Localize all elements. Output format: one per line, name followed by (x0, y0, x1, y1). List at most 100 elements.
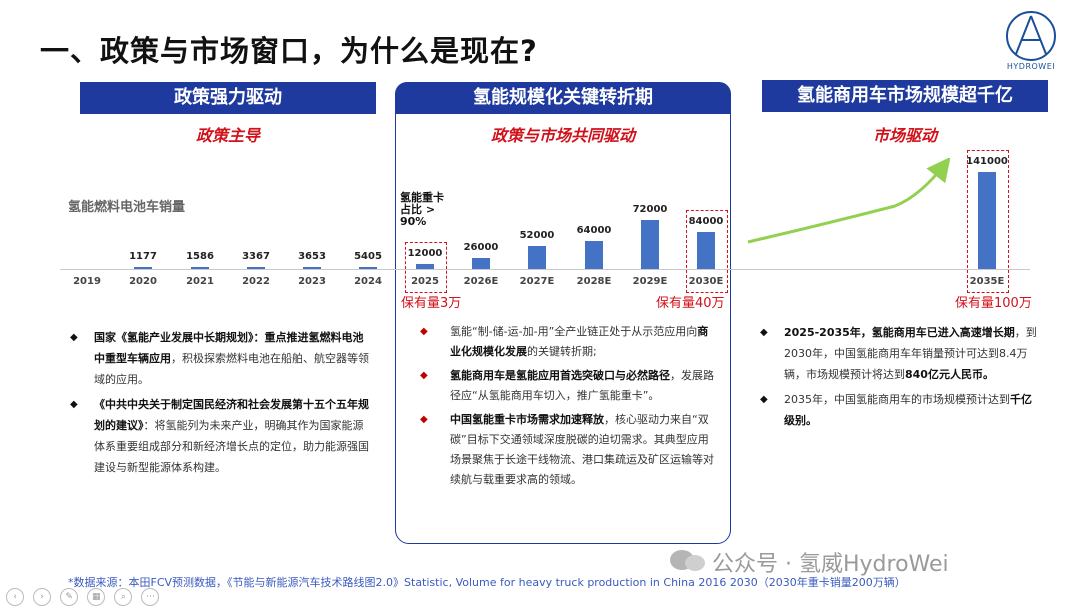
diamond-bullet-icon: ◆ (760, 394, 768, 405)
bar-2028E (585, 240, 603, 269)
list-item: ◆ 2025-2035年，氢能商用车已进入高速增长期，到2030年，中国氢能商用… (760, 322, 1040, 385)
bullet-text: 氢能“制-储-运-加-用”全产业链正处于从示范应用向 (450, 325, 698, 338)
tick-label-2024: 2024 (354, 276, 382, 287)
bar-2023 (303, 267, 321, 269)
list-item: ◆ 2035年，中国氢能商用车的市场规模预计达到千亿级别。 (760, 389, 1040, 431)
bullet-text: ：将氢能列为未来产业，明确其作为国家能源体系重要组成部分和新经济增长点的定位，助… (94, 419, 369, 474)
diamond-bullet-icon: ◆ (420, 326, 428, 337)
tick-label-2023: 2023 (298, 276, 326, 287)
highlight-frame-2025 (405, 241, 447, 293)
value-label-2023: 3653 (298, 251, 326, 262)
diamond-bullet-icon: ◆ (420, 370, 428, 381)
policy-bullet-list: ◆ 国家《氢能产业发展中长期规划》：重点推进氢燃料电池中重型车辆应用，积极探索燃… (70, 327, 370, 482)
note-line: 氢能重卡 (400, 191, 444, 204)
prev-slide-button[interactable]: ‹ (6, 588, 24, 606)
pen-icon[interactable]: ✎ (60, 588, 79, 606)
more-options-icon[interactable]: ⋯ (141, 588, 160, 606)
banner-market: 氢能商用车市场规模超千亿 (762, 80, 1048, 112)
transition-bullet-list: ◆ 氢能“制-储-运-加-用”全产业链正处于从示范应用向商业化规模化发展的关键转… (420, 322, 716, 494)
bullet-bold: 840亿元人民币。 (905, 368, 994, 381)
slides-overview-icon[interactable]: ▦ (87, 588, 106, 606)
bullet-bold: 商业化规模化发展 (450, 325, 709, 358)
tick-label-2030E: 2030E (688, 276, 724, 287)
bullet-bold: 千亿级别。 (784, 393, 1032, 427)
bar-2029E (641, 220, 659, 269)
bar-2025 (416, 263, 434, 269)
watermark-text: 公众号 · 氢威HydroWei (712, 552, 949, 577)
tick-label-2019: 2019 (73, 276, 101, 287)
bar-2035E (978, 172, 996, 269)
tick-label-2029E: 2029E (632, 276, 668, 287)
bullet-bold: 《中共中央关于制定国民经济和社会发展第十五个五年规划的建议》 (94, 398, 369, 432)
banner-policy: 政策强力驱动 (80, 82, 376, 114)
bullet-bold: 国家《氢能产业发展中长期规划》：重点推进氢燃料电池中重型车辆应用 (94, 331, 364, 365)
bullet-text: 2035年，中国氢能商用车的市场规模预计达到 (784, 393, 1010, 406)
growth-trend-arrow (747, 158, 951, 244)
subtitle-transition: 政策与市场共同驱动 (490, 126, 635, 145)
data-source-note: *数据来源：本田FCV预测数据，《节能与新能源汽车技术路线图2.0》Statis… (68, 576, 906, 589)
tick-label-2021: 2021 (186, 276, 214, 287)
value-label-2025: 12000 (407, 247, 443, 259)
value-label-2020: 1177 (129, 251, 157, 262)
note-line: 90% (400, 215, 427, 228)
list-item: ◆ 国家《氢能产业发展中长期规划》：重点推进氢燃料电池中重型车辆应用，积极探索燃… (70, 327, 370, 390)
banner-transition: 氢能规模化关键转折期 (395, 82, 731, 114)
next-slide-button[interactable]: › (33, 588, 52, 606)
bar-2021 (191, 267, 209, 269)
value-label-2022: 3367 (242, 251, 270, 262)
wechat-icon (670, 550, 705, 571)
zoom-icon[interactable]: ⌕ (114, 588, 133, 606)
diamond-bullet-icon: ◆ (760, 327, 768, 338)
diamond-bullet-icon: ◆ (70, 332, 78, 343)
list-item: ◆ 《中共中央关于制定国民经济和社会发展第十五个五年规划的建议》：将氢能列为未来… (70, 394, 370, 478)
bullet-text: ，核心驱动力来自“双碳”目标下交通领域深度脱碳的迫切需求。其典型应用场景聚焦于长… (450, 413, 714, 486)
bar-2027E (528, 246, 546, 269)
page-title: 一、政策与市场窗口，为什么是现在? (40, 34, 538, 68)
bullet-bold: 氢能商用车是氢能应用首选突破口与必然路径 (450, 369, 670, 382)
slide-toolbar: ‹ › ✎ ▦ ⌕ ⋯ (6, 584, 163, 606)
highlight-frame-2030E (686, 210, 728, 293)
list-item: ◆ 氢能商用车是氢能应用首选突破口与必然路径，发展路径应“从氢能商用车切入，推广… (420, 366, 716, 406)
bullet-text: ，发展路径应“从氢能商用车切入，推广氢能重卡”。 (450, 369, 714, 402)
stock-label-2035: 保有量100万 (955, 296, 1032, 311)
diamond-bullet-icon: ◆ (420, 414, 428, 425)
chart-label: 氢能燃料电池车销量 (68, 200, 186, 215)
value-label-2028E: 64000 (576, 224, 612, 236)
bar-2030E (697, 232, 715, 269)
tick-label-2026E: 2026E (463, 276, 499, 287)
bullet-text: 的关键转折期; (527, 345, 597, 358)
list-item: ◆ 氢能“制-储-运-加-用”全产业链正处于从示范应用向商业化规模化发展的关键转… (420, 322, 716, 362)
chart-axis (60, 269, 1030, 270)
diamond-bullet-icon: ◆ (70, 399, 78, 410)
logo-text: HYDROWEI (1006, 62, 1056, 71)
bar-2020 (134, 267, 152, 269)
subtitle-market: 市场驱动 (872, 126, 937, 145)
value-label-2026E: 26000 (463, 241, 499, 253)
value-label-2030E: 84000 (688, 216, 724, 228)
bullet-bold: 2025-2035年，氢能商用车已进入高速增长期 (784, 326, 1015, 339)
stock-label-2030: 保有量40万 (656, 296, 725, 311)
bullet-text: ，到2030年，中国氢能商用车年销量预计可达到8.4万辆，市场规模预计将达到 (784, 326, 1037, 381)
note-line: 占比 > (400, 203, 436, 216)
middle-section-frame (395, 82, 731, 544)
tick-label-2020: 2020 (129, 276, 157, 287)
subtitle-policy: 政策主导 (195, 126, 260, 145)
highlight-frame-2035E (967, 150, 1009, 293)
bar-2026E (472, 257, 490, 269)
tick-label-2027E: 2027E (519, 276, 555, 287)
bullet-text: ，积极探索燃料电池在船舶、航空器等领域的应用。 (94, 352, 369, 386)
bar-2022 (247, 267, 265, 269)
list-item: ◆ 中国氢能重卡市场需求加速释放，核心驱动力来自“双碳”目标下交通领域深度脱碳的… (420, 410, 716, 490)
tick-label-2035E: 2035E (969, 276, 1005, 287)
tick-label-2025: 2025 (411, 276, 439, 287)
tick-label-2022: 2022 (242, 276, 270, 287)
bullet-bold: 中国氢能重卡市场需求加速释放 (450, 413, 604, 426)
heavy-truck-share-note: 氢能重卡 占比 > 90% (400, 192, 444, 228)
stock-label-2025: 保有量3万 (401, 296, 462, 311)
value-label-2021: 1586 (186, 251, 214, 262)
tick-label-2028E: 2028E (576, 276, 612, 287)
value-label-2027E: 52000 (519, 230, 555, 242)
bar-2024 (359, 266, 377, 269)
value-label-2035E: 141000 (966, 156, 1008, 167)
value-label-2029E: 72000 (632, 204, 668, 215)
